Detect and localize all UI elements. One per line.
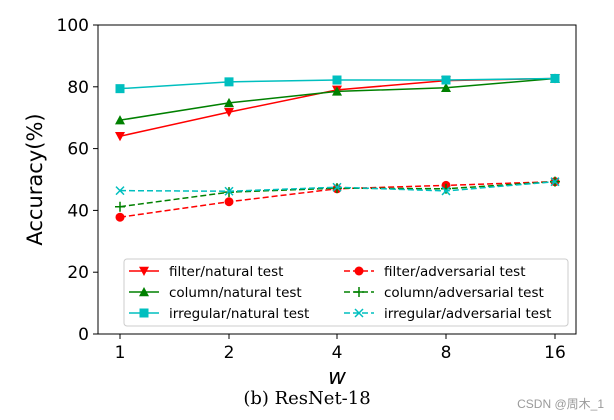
data-point xyxy=(550,177,560,187)
data-point xyxy=(115,212,125,222)
data-point xyxy=(115,131,125,142)
data-point xyxy=(441,75,451,85)
x-axis-label: w xyxy=(328,365,347,390)
data-point xyxy=(115,115,125,125)
x-tick-label: 8 xyxy=(441,343,452,363)
data-point xyxy=(224,107,234,118)
data-point xyxy=(332,182,342,192)
legend-marker xyxy=(139,266,149,276)
figure-caption: (b) ResNet-18 xyxy=(243,388,371,409)
legend-marker xyxy=(354,266,364,276)
data-point xyxy=(332,86,342,96)
legend-marker xyxy=(354,287,364,297)
data-point xyxy=(224,186,234,196)
data-point xyxy=(441,82,451,92)
y-tick-label: 40 xyxy=(67,201,89,221)
y-tick-label: 80 xyxy=(67,78,89,98)
data-point xyxy=(115,201,125,212)
data-point xyxy=(441,183,451,194)
y-tick-label: 60 xyxy=(67,140,89,160)
data-point xyxy=(332,75,342,85)
data-point xyxy=(441,186,451,196)
y-tick-label: 100 xyxy=(57,16,89,36)
x-tick-label: 16 xyxy=(544,343,566,363)
legend-label: irregular/natural test xyxy=(169,306,309,322)
legend-label: column/adversarial test xyxy=(384,285,544,301)
legend-marker xyxy=(139,308,149,318)
y-tick-label: 0 xyxy=(78,325,89,345)
data-point xyxy=(224,97,234,108)
data-point xyxy=(224,77,234,87)
y-tick-label: 20 xyxy=(67,263,89,283)
x-tick-label: 1 xyxy=(115,343,126,363)
data-point xyxy=(224,197,234,207)
legend-label: filter/natural test xyxy=(169,264,283,280)
legend-label: filter/adversarial test xyxy=(384,264,526,280)
y-axis-label: Accuracy(%) xyxy=(23,113,47,245)
data-point xyxy=(115,186,125,196)
data-point xyxy=(115,84,125,94)
legend-marker xyxy=(354,308,364,318)
legend-marker xyxy=(139,287,149,297)
x-tick-label: 2 xyxy=(224,343,235,363)
legend-label: column/natural test xyxy=(169,285,302,301)
watermark: CSDN @周木_1 xyxy=(517,397,604,411)
data-point xyxy=(550,73,560,83)
legend-label: irregular/adversarial test xyxy=(384,306,551,322)
x-tick-label: 4 xyxy=(332,343,343,363)
